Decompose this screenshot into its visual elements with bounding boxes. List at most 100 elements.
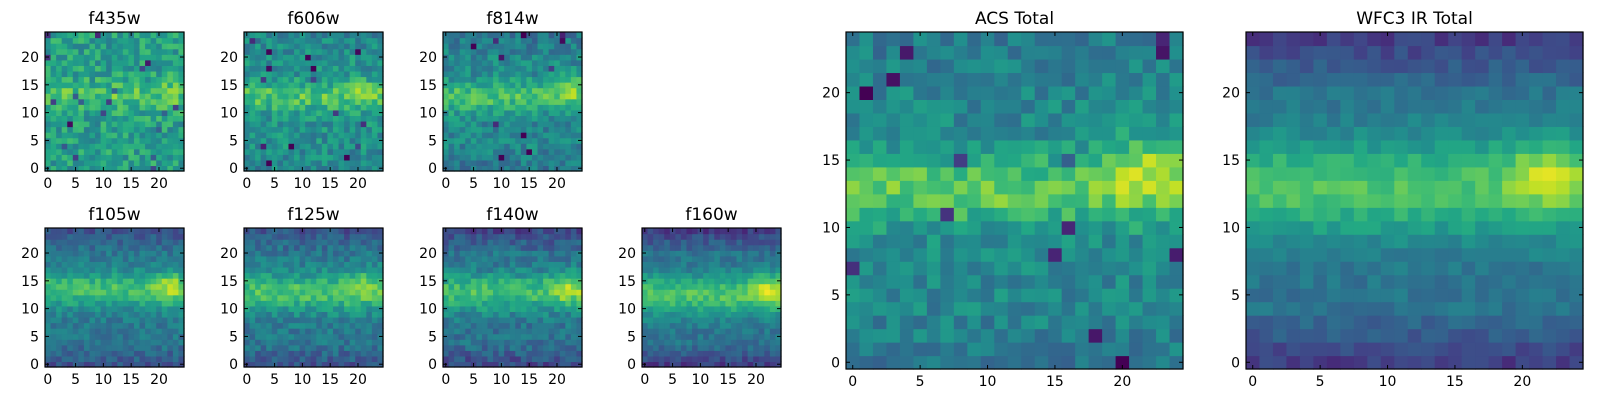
heatmap-cell [156, 250, 163, 257]
heatmap-cell [271, 266, 278, 274]
heatmap-cell [498, 283, 505, 290]
heatmap-cell [344, 37, 351, 44]
heatmap-cell [481, 250, 489, 257]
heatmap-cell [349, 239, 356, 246]
heatmap-cell [172, 65, 180, 72]
heatmap-cell [271, 137, 278, 144]
heatmap-cell [543, 266, 550, 274]
heatmap-cell [133, 344, 141, 351]
heatmap-cell [83, 54, 91, 61]
heatmap-cell [576, 289, 583, 296]
heatmap-cell [504, 339, 511, 346]
heatmap-cell [355, 82, 362, 89]
heatmap-cell [338, 244, 345, 251]
heatmap-cell [172, 120, 180, 128]
heatmap-cell [327, 305, 334, 312]
heatmap-cell [156, 132, 163, 139]
heatmap-cell [111, 255, 118, 262]
heatmap-cell [117, 48, 124, 55]
heatmap-cell [133, 350, 141, 357]
heatmap-cell [476, 43, 483, 50]
heatmap-cell [493, 104, 500, 111]
heatmap-cell [531, 316, 539, 324]
heatmap-cell [161, 93, 168, 100]
heatmap-cell [128, 93, 135, 100]
heatmap-cell [994, 274, 1009, 289]
heatmap-cell [310, 255, 317, 262]
y-tick-label: 5 [30, 329, 39, 345]
heatmap-cell [926, 207, 941, 222]
heatmap-cell [543, 278, 550, 285]
heatmap-cell [161, 339, 168, 346]
x-tick-label: 20 [150, 372, 168, 388]
heatmap-cell [1142, 328, 1157, 343]
heatmap-cell [244, 244, 251, 251]
heatmap-cell [509, 278, 516, 285]
heatmap-cell [117, 361, 124, 368]
heatmap-cell [294, 43, 301, 50]
heatmap-cell [1061, 301, 1076, 316]
heatmap-cell [487, 300, 494, 307]
heatmap-cell [1102, 220, 1117, 235]
heatmap-cell [282, 355, 290, 363]
heatmap-cell [61, 328, 68, 335]
heatmap-cell [669, 233, 676, 240]
heatmap-cell [994, 153, 1009, 168]
heatmap-cell [117, 82, 124, 89]
heatmap-cell [565, 82, 572, 89]
heatmap-cell [78, 322, 85, 329]
heatmap-cell [504, 93, 511, 100]
heatmap-cell [565, 154, 572, 161]
heatmap-cell [288, 159, 295, 167]
x-tick-label: 10 [293, 372, 311, 388]
heatmap-cell [886, 247, 901, 262]
heatmap-cell [647, 339, 654, 346]
heatmap-cell [344, 115, 351, 122]
heatmap-cell [338, 261, 345, 268]
heatmap-cell [846, 234, 861, 249]
heatmap-cell [493, 244, 500, 251]
heatmap-cell [548, 109, 555, 116]
heatmap-cell [72, 126, 79, 133]
heatmap-cell [61, 32, 68, 39]
heatmap-cell [448, 65, 455, 72]
heatmap-cell [504, 159, 511, 167]
heatmap-cell [753, 244, 760, 251]
heatmap-cell [111, 250, 118, 257]
heatmap-cell [559, 305, 566, 312]
y-tick-label: 0 [30, 161, 39, 177]
heatmap-cell [316, 316, 323, 324]
heatmap-cell [719, 333, 726, 340]
heatmap-cell [271, 322, 278, 329]
heatmap-cell [487, 255, 494, 262]
heatmap-cell [769, 300, 777, 307]
heatmap-cell [89, 355, 96, 363]
heatmap-cell [128, 328, 135, 335]
heatmap-cell [95, 328, 102, 335]
heatmap-cell [548, 300, 555, 307]
heatmap-cell [465, 272, 472, 279]
heatmap-cell [266, 165, 273, 172]
heatmap-cell [344, 339, 351, 346]
heatmap-cell [249, 239, 256, 246]
heatmap-cell [299, 333, 306, 340]
heatmap-cell [664, 344, 671, 351]
heatmap-cell [872, 288, 888, 303]
heatmap-cell [520, 311, 527, 318]
heatmap-cell [161, 159, 168, 167]
heatmap-cell [859, 261, 874, 276]
heatmap-cell [775, 261, 782, 268]
heatmap-cell [338, 233, 345, 240]
heatmap-cell [72, 37, 79, 44]
heatmap-cell [559, 278, 566, 285]
heatmap-cell [310, 361, 317, 368]
heatmap-cell [288, 350, 295, 357]
heatmap-cell [332, 294, 340, 301]
heatmap-cell [504, 361, 511, 368]
heatmap-cell [145, 48, 152, 55]
heatmap-cell [344, 311, 351, 318]
heatmap-cell [1075, 355, 1090, 370]
heatmap-cell [122, 126, 129, 133]
heatmap-cell [299, 126, 306, 133]
heatmap-cell [249, 350, 256, 357]
